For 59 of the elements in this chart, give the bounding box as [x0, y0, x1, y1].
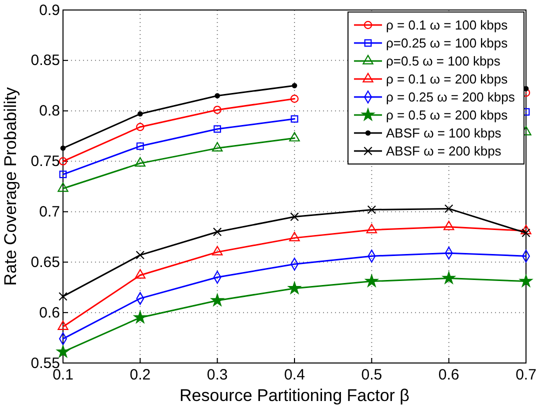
point: [211, 294, 224, 306]
y-tick-label: 0.7: [39, 204, 60, 221]
point: [59, 170, 67, 178]
legend-label: ρ=0.5 ω = 100 kbps: [386, 54, 501, 69]
point: [290, 212, 299, 222]
legend-label: ABSF ω = 200 kbps: [386, 144, 502, 159]
y-tick-label: 0.85: [30, 52, 60, 70]
point: [136, 122, 144, 132]
point: [288, 282, 301, 294]
legend-label: ρ=0.25 ω = 100 kbps: [386, 36, 508, 51]
point: [134, 311, 146, 323]
point: [522, 228, 530, 238]
point: [136, 250, 145, 260]
y-tick-label: 0.9: [39, 2, 60, 19]
legend-label: ρ = 0.1 ω = 100 kbps: [386, 18, 508, 33]
legend-label: ρ = 0.1 ω = 200 kbps: [386, 72, 508, 87]
y-tick-label: 0.65: [30, 254, 60, 271]
point: [138, 111, 143, 117]
point: [213, 106, 222, 114]
point: [289, 232, 300, 242]
x-tick-label: 0.4: [284, 366, 305, 384]
point: [366, 224, 378, 234]
y-tick-label: 0.75: [30, 153, 60, 170]
point: [212, 228, 222, 236]
x-tick-label: 0.5: [361, 366, 382, 384]
legend-label: ABSF ω = 100 kbps: [386, 126, 502, 141]
point: [214, 93, 220, 98]
point: [58, 182, 68, 192]
point: [56, 345, 70, 358]
y-tick-label: 0.6: [39, 304, 60, 322]
x-tick-label: 0.3: [206, 366, 228, 384]
y-tick-label: 0.8: [39, 102, 60, 120]
point: [289, 132, 300, 142]
x-tick-label: 0.2: [130, 366, 151, 384]
point: [136, 142, 144, 150]
point: [212, 142, 223, 152]
legend-label: ρ = 0.25 ω = 200 kbps: [386, 90, 516, 105]
point: [60, 146, 66, 151]
point: [520, 274, 532, 287]
x-axis-title: Resource Partitioning Factor β: [180, 386, 410, 405]
point: [134, 269, 146, 279]
point: [290, 115, 298, 123]
point: [134, 157, 146, 167]
point: [444, 204, 454, 214]
point: [58, 292, 68, 301]
point: [290, 94, 299, 103]
x-tick-label: 0.6: [438, 366, 460, 384]
legend-label: ρ = 0.5 ω = 200 kbps: [386, 108, 508, 123]
point: [443, 220, 454, 230]
point: [212, 246, 223, 256]
point: [58, 320, 68, 330]
point: [442, 272, 456, 284]
x-tick-label: 0.7: [516, 366, 536, 384]
point: [367, 205, 376, 214]
point: [292, 82, 298, 88]
y-axis-title: Rate Coverage Probability: [1, 86, 20, 286]
point: [214, 125, 222, 133]
point: [520, 224, 532, 234]
point: [365, 274, 378, 287]
